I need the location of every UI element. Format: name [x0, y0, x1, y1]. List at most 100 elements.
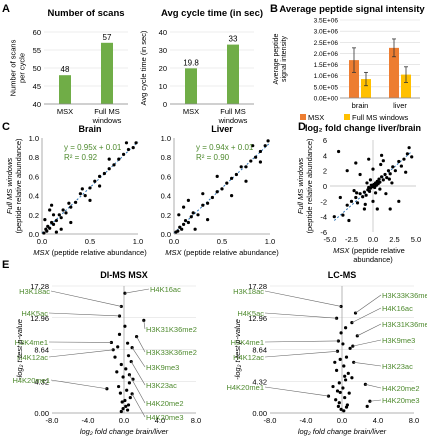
histone-mark-label: H4K20me2 — [146, 399, 184, 408]
data-point — [343, 395, 347, 400]
data-point — [348, 346, 352, 350]
histone-mark-label: H3K18ac — [19, 287, 50, 296]
data-point — [234, 172, 238, 177]
chart-peptide-intensity: Average peptide signal intensity 0.0E+00 5… — [273, 4, 425, 122]
data-point — [339, 407, 343, 411]
data-point — [347, 218, 351, 223]
panel-letter-c: C — [2, 121, 10, 133]
y-axis-title: (peptide relative abundance) — [14, 138, 23, 234]
data-point — [119, 362, 123, 367]
y-tick-label: 20 — [159, 64, 167, 73]
data-point — [64, 211, 68, 215]
data-point — [51, 213, 56, 217]
callout-line — [50, 379, 107, 390]
data-point — [346, 371, 350, 375]
chart-title: Average peptide signal intensity — [279, 4, 425, 15]
data-point — [410, 155, 414, 159]
data-point — [225, 181, 229, 185]
legend-label: MSX — [308, 113, 324, 122]
data-point — [125, 388, 129, 392]
data-point — [120, 400, 124, 404]
x-tick-label: 8.0 — [409, 416, 419, 425]
data-point — [98, 174, 102, 178]
data-point — [191, 211, 195, 215]
x-tick-label: -4.0 — [300, 416, 313, 425]
data-point — [358, 192, 362, 196]
x-axis-title: MSX (peptide relative abundance) — [33, 248, 147, 257]
data-point — [201, 203, 205, 207]
x-axis-title: log₂ fold change brain/liver — [80, 427, 169, 436]
callout-line — [131, 393, 146, 418]
data-point — [182, 205, 186, 209]
bar — [401, 74, 411, 98]
data-point — [405, 152, 409, 156]
y-tick-label: 4 — [323, 151, 327, 160]
data-point — [183, 218, 188, 223]
data-point — [118, 391, 122, 395]
data-point — [215, 174, 219, 178]
data-point — [206, 218, 210, 222]
panel-letter-d: D — [298, 121, 306, 133]
data-point — [355, 201, 360, 205]
y-tick-label: 3.0E+06 — [314, 29, 339, 36]
x-category-label: MSX — [57, 107, 73, 116]
y-tick-label: 0.8 — [161, 153, 171, 162]
data-point — [122, 152, 126, 156]
data-point — [371, 199, 375, 203]
data-point — [379, 162, 383, 167]
data-point — [335, 389, 340, 393]
data-point — [354, 161, 358, 165]
data-point — [123, 398, 127, 403]
bar-value-label: 33 — [229, 35, 238, 44]
data-point — [391, 165, 395, 169]
regression-equation: y = 0.94x + 0.01 — [196, 143, 254, 152]
data-point — [74, 200, 78, 204]
bar — [389, 47, 399, 98]
callout-line — [357, 323, 382, 337]
data-point — [239, 165, 243, 169]
data-point — [177, 213, 181, 217]
callout-line — [131, 347, 146, 368]
y-tick-label: 1.0E+06 — [314, 73, 339, 80]
y-tick-label: 0.6 — [161, 172, 171, 181]
data-point — [345, 169, 349, 173]
data-point — [126, 408, 130, 412]
data-point — [383, 172, 387, 177]
x-tick-label: -2.5 — [345, 235, 358, 244]
data-point — [134, 141, 138, 145]
bar — [59, 75, 71, 104]
data-point — [363, 202, 367, 206]
data-point — [358, 172, 362, 177]
data-point — [54, 218, 59, 223]
data-point — [244, 179, 248, 183]
data-point — [206, 201, 210, 205]
x-category-label: liver — [393, 101, 407, 110]
y-tick-label: 60 — [33, 28, 41, 37]
y-tick-label: 1.0 — [161, 134, 171, 143]
data-point — [220, 187, 224, 191]
histone-mark-label: H3K4me1 — [231, 338, 264, 347]
data-point — [362, 207, 366, 211]
chart-di-ms-msx-volcano: DI-MS MSX 0.00 4.32 8.64 12.96 17.28 -8.0 -4.0 0… — [12, 270, 201, 436]
x-tick-label: 1.0 — [265, 237, 275, 246]
callout-line — [264, 312, 337, 319]
y-tick-label: 0.8 — [29, 153, 39, 162]
y-tick-label: 0.0E+00 — [314, 96, 339, 103]
histone-mark-label: H3K33K36me2 — [146, 348, 197, 357]
data-point — [341, 342, 345, 346]
x-tick-label: 0.0 — [169, 237, 179, 246]
x-category-label: windows — [92, 116, 122, 125]
data-point — [78, 192, 82, 196]
histone-mark-label: H3K23ac — [382, 362, 413, 371]
data-point — [80, 187, 84, 191]
data-point — [343, 374, 347, 378]
data-point — [93, 179, 97, 183]
y-tick-label: 12.96 — [248, 314, 267, 323]
data-point — [43, 218, 47, 222]
data-point — [126, 147, 130, 152]
callout-line — [48, 349, 114, 358]
callout-line — [369, 399, 382, 402]
data-point — [131, 146, 135, 150]
data-point — [126, 341, 130, 345]
data-point — [338, 390, 342, 395]
